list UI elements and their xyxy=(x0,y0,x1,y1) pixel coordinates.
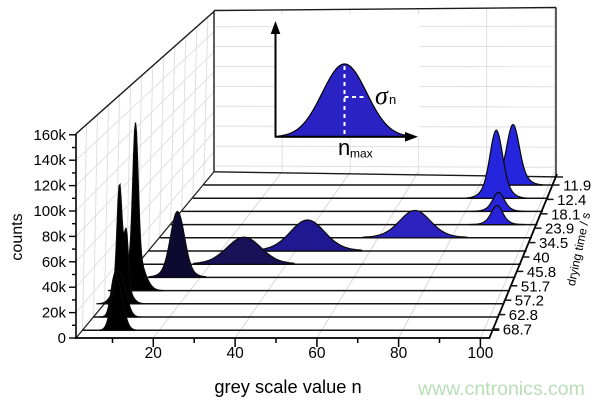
svg-text:σ: σ xyxy=(375,81,389,110)
svg-text:140k: 140k xyxy=(33,152,66,169)
svg-text:n: n xyxy=(389,92,396,107)
svg-text:40: 40 xyxy=(226,345,244,362)
svg-text:grey scale value n: grey scale value n xyxy=(214,376,361,397)
svg-text:60k: 60k xyxy=(42,254,67,271)
svg-text:20k: 20k xyxy=(42,305,67,322)
svg-text:40k: 40k xyxy=(42,279,67,296)
svg-text:100k: 100k xyxy=(33,203,66,220)
svg-text:80: 80 xyxy=(390,345,408,362)
svg-text:60: 60 xyxy=(308,345,326,362)
svg-text:80k: 80k xyxy=(42,228,67,245)
svg-text:0: 0 xyxy=(58,330,66,347)
svg-text:120k: 120k xyxy=(33,178,66,195)
svg-text:www.cntronics.com: www.cntronics.com xyxy=(417,378,585,400)
svg-text:100: 100 xyxy=(467,345,493,362)
svg-text:counts: counts xyxy=(9,213,26,260)
svg-text:160k: 160k xyxy=(33,127,66,144)
svg-text:20: 20 xyxy=(145,345,163,362)
svg-text:n: n xyxy=(338,135,350,160)
svg-text:max: max xyxy=(350,147,373,161)
svg-text:68.7: 68.7 xyxy=(503,322,532,339)
